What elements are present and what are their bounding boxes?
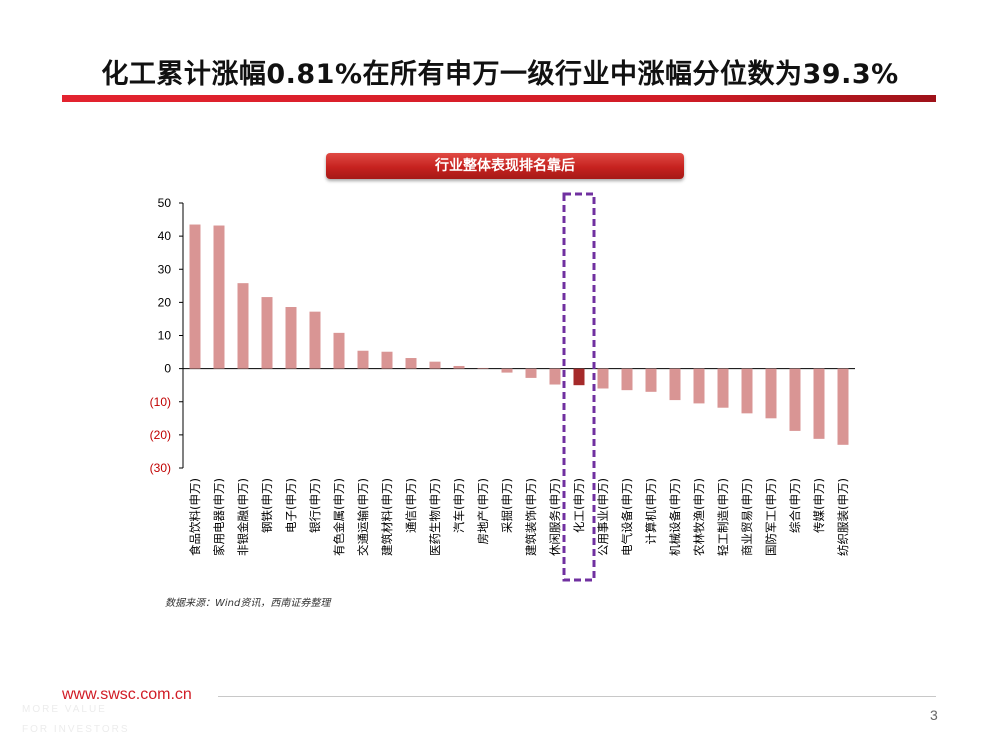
x-tick-label: 家用电器(申万) xyxy=(212,478,226,556)
x-tick-label: 电气设备(申万) xyxy=(620,478,634,556)
x-axis-labels: 食品饮料(申万) 家用电器(申万) 非银金融(申万) 钢铁(申万) 电子(申万) 银行(申… xyxy=(188,478,850,556)
x-tick-label: 传媒(申万) xyxy=(812,478,826,533)
bars xyxy=(189,224,849,445)
highlight-box-group xyxy=(562,192,596,582)
x-tick-label: 综合(申万) xyxy=(788,478,802,533)
tagline-line-1: MORE VALUE xyxy=(22,704,107,715)
bar xyxy=(669,368,681,401)
x-tick-label: 采掘(申万) xyxy=(500,478,514,533)
x-tick-label: 建筑材料(申万) xyxy=(380,478,394,556)
source-note: 数据来源：Wind资讯，西南证券整理 xyxy=(165,598,331,609)
bar xyxy=(765,368,777,419)
bar xyxy=(789,368,801,431)
bar xyxy=(309,311,321,369)
x-tick-label: 建筑装饰(申万) xyxy=(524,478,538,556)
x-tick-label: 有色金属(申万) xyxy=(332,478,346,556)
x-tick-label: 钢铁(申万) xyxy=(260,478,274,533)
x-tick-label: 化工(申万) xyxy=(572,478,586,533)
y-tick-label: 10 xyxy=(158,329,172,343)
bar xyxy=(813,368,825,439)
bar xyxy=(213,225,225,369)
bar xyxy=(237,283,249,369)
bar xyxy=(597,368,609,389)
bar xyxy=(837,368,849,445)
bar xyxy=(381,351,393,369)
bar xyxy=(549,368,561,385)
tagline-line-2: FOR INVESTORS xyxy=(22,724,130,735)
bar xyxy=(285,307,297,369)
bar xyxy=(501,368,513,373)
bar xyxy=(189,224,201,369)
x-tick-label: 交通运输(申万) xyxy=(356,478,370,556)
title-underline xyxy=(62,95,936,102)
bar xyxy=(525,368,537,378)
y-tick-label: 20 xyxy=(158,295,172,309)
x-tick-label: 非银金融(申万) xyxy=(236,478,250,556)
bar xyxy=(405,358,417,369)
x-tick-label: 商业贸易(申万) xyxy=(740,478,754,556)
y-axis: 50 40 30 20 10 0 (10) (20) (30) xyxy=(150,196,855,475)
x-tick-label: 医药生物(申万) xyxy=(428,478,442,556)
y-tick-label: 0 xyxy=(164,362,171,376)
bar xyxy=(453,365,465,369)
page-title: 化工累计涨幅0.81%在所有申万一级行业中涨幅分位数为39.3% xyxy=(101,59,899,90)
y-tick-label: (10) xyxy=(150,395,171,409)
x-tick-label: 食品饮料(申万) xyxy=(188,478,202,556)
x-tick-label: 房地产(申万) xyxy=(476,478,490,544)
x-tick-label: 通信(申万) xyxy=(404,478,418,533)
y-tick-label: 40 xyxy=(158,229,172,243)
x-tick-label: 农林牧渔(申万) xyxy=(692,478,706,556)
bar xyxy=(477,367,489,369)
bar xyxy=(261,297,273,369)
bar-chart: 50 40 30 20 10 0 (10) (20) (30) 食品饮料(申万) 家用电器(申万)… xyxy=(150,192,855,582)
tagline: MORE VALUE FOR INVESTORS xyxy=(22,700,130,740)
x-tick-label: 轻工制造(申万) xyxy=(716,478,730,556)
y-tick-label: (20) xyxy=(150,428,171,442)
page-number: 3 xyxy=(930,707,938,723)
bar xyxy=(741,368,753,414)
bar xyxy=(693,368,705,404)
y-tick-label: 50 xyxy=(158,196,172,210)
x-tick-label: 国防军工(申万) xyxy=(764,478,778,556)
bar xyxy=(573,368,585,386)
bar xyxy=(621,368,633,391)
y-tick-label: (30) xyxy=(150,461,171,475)
x-tick-label: 公用事业(申万) xyxy=(596,478,610,556)
bar xyxy=(357,350,369,369)
footer-divider xyxy=(218,696,936,697)
footer-url-link[interactable]: www.swsc.com.cn xyxy=(62,686,192,703)
bar xyxy=(429,361,441,369)
bar xyxy=(333,332,345,369)
x-tick-label: 汽车(申万) xyxy=(452,478,466,533)
x-tick-label: 机械设备(申万) xyxy=(668,478,682,556)
x-tick-label: 银行(申万) xyxy=(308,478,322,533)
highlight-box xyxy=(562,192,596,582)
bar xyxy=(717,368,729,408)
x-tick-label: 计算机(申万) xyxy=(644,478,658,544)
x-tick-label: 纺织服装(申万) xyxy=(836,478,850,556)
x-tick-label: 电子(申万) xyxy=(284,478,298,533)
y-tick-label: 30 xyxy=(158,262,172,276)
x-tick-label: 休闲服务(申万) xyxy=(548,478,562,556)
chart-banner: 行业整体表现排名靠后 xyxy=(326,153,684,179)
bar xyxy=(645,368,657,392)
